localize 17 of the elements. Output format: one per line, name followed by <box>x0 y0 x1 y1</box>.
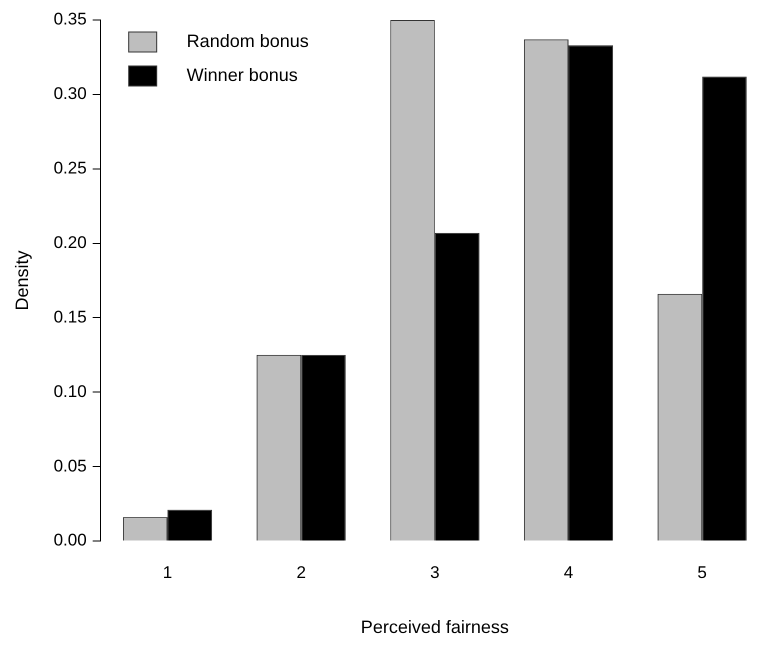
y-axis-title: Density <box>12 250 32 311</box>
x-tick-label: 2 <box>296 562 306 582</box>
y-tick-label: 0.30 <box>54 84 87 104</box>
y-tick-label: 0.15 <box>54 307 87 326</box>
x-tick-label: 3 <box>430 562 440 582</box>
y-tick-label: 0.25 <box>54 158 87 178</box>
y-tick-label: 0.10 <box>54 382 87 401</box>
y-tick-label: 0.00 <box>54 530 87 550</box>
legend-label: Winner bonus <box>186 64 298 85</box>
x-tick-label: 1 <box>162 562 172 582</box>
x-axis-title: Perceived fairness <box>360 617 509 638</box>
y-tick-label: 0.20 <box>54 232 87 252</box>
y-tick-label: 0.05 <box>54 456 87 476</box>
y-tick-label: 0.35 <box>54 10 87 29</box>
x-tick-label: 4 <box>564 562 574 582</box>
legend-label: Random bonus <box>186 30 309 51</box>
x-tick-label: 5 <box>697 562 707 582</box>
